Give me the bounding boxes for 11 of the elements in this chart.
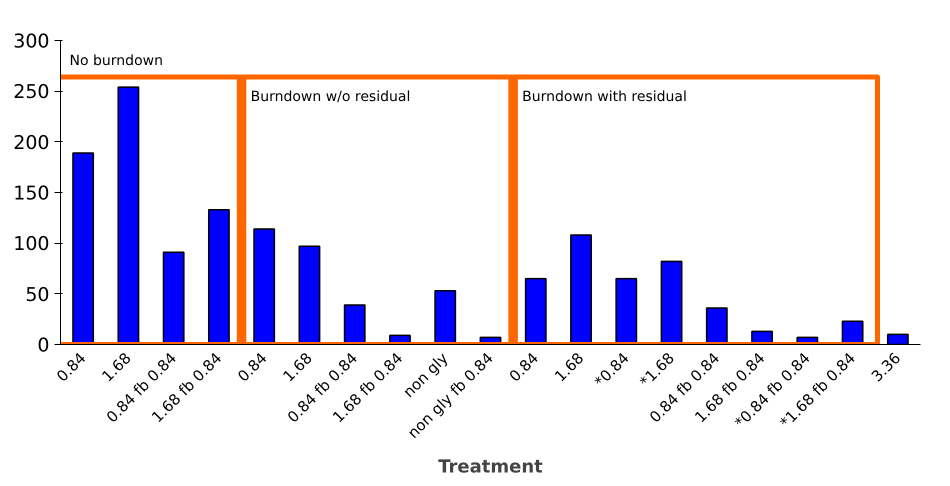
y-tick-label: 100 (13, 233, 50, 256)
y-tick-label: 200 (13, 132, 50, 154)
y-tick-label: 300 (13, 30, 50, 52)
x-axis-title: Treatment (438, 456, 544, 478)
y-tick-label: 250 (13, 81, 50, 104)
y-tick-label: 50 (25, 284, 50, 306)
y-tick-label: 0 (37, 334, 50, 356)
annotation: Burndown with residual (522, 88, 687, 105)
annotation: Burndown w/o residual (250, 88, 410, 105)
annotation: No burndown (70, 52, 163, 69)
y-tick-label: 150 (13, 182, 50, 204)
